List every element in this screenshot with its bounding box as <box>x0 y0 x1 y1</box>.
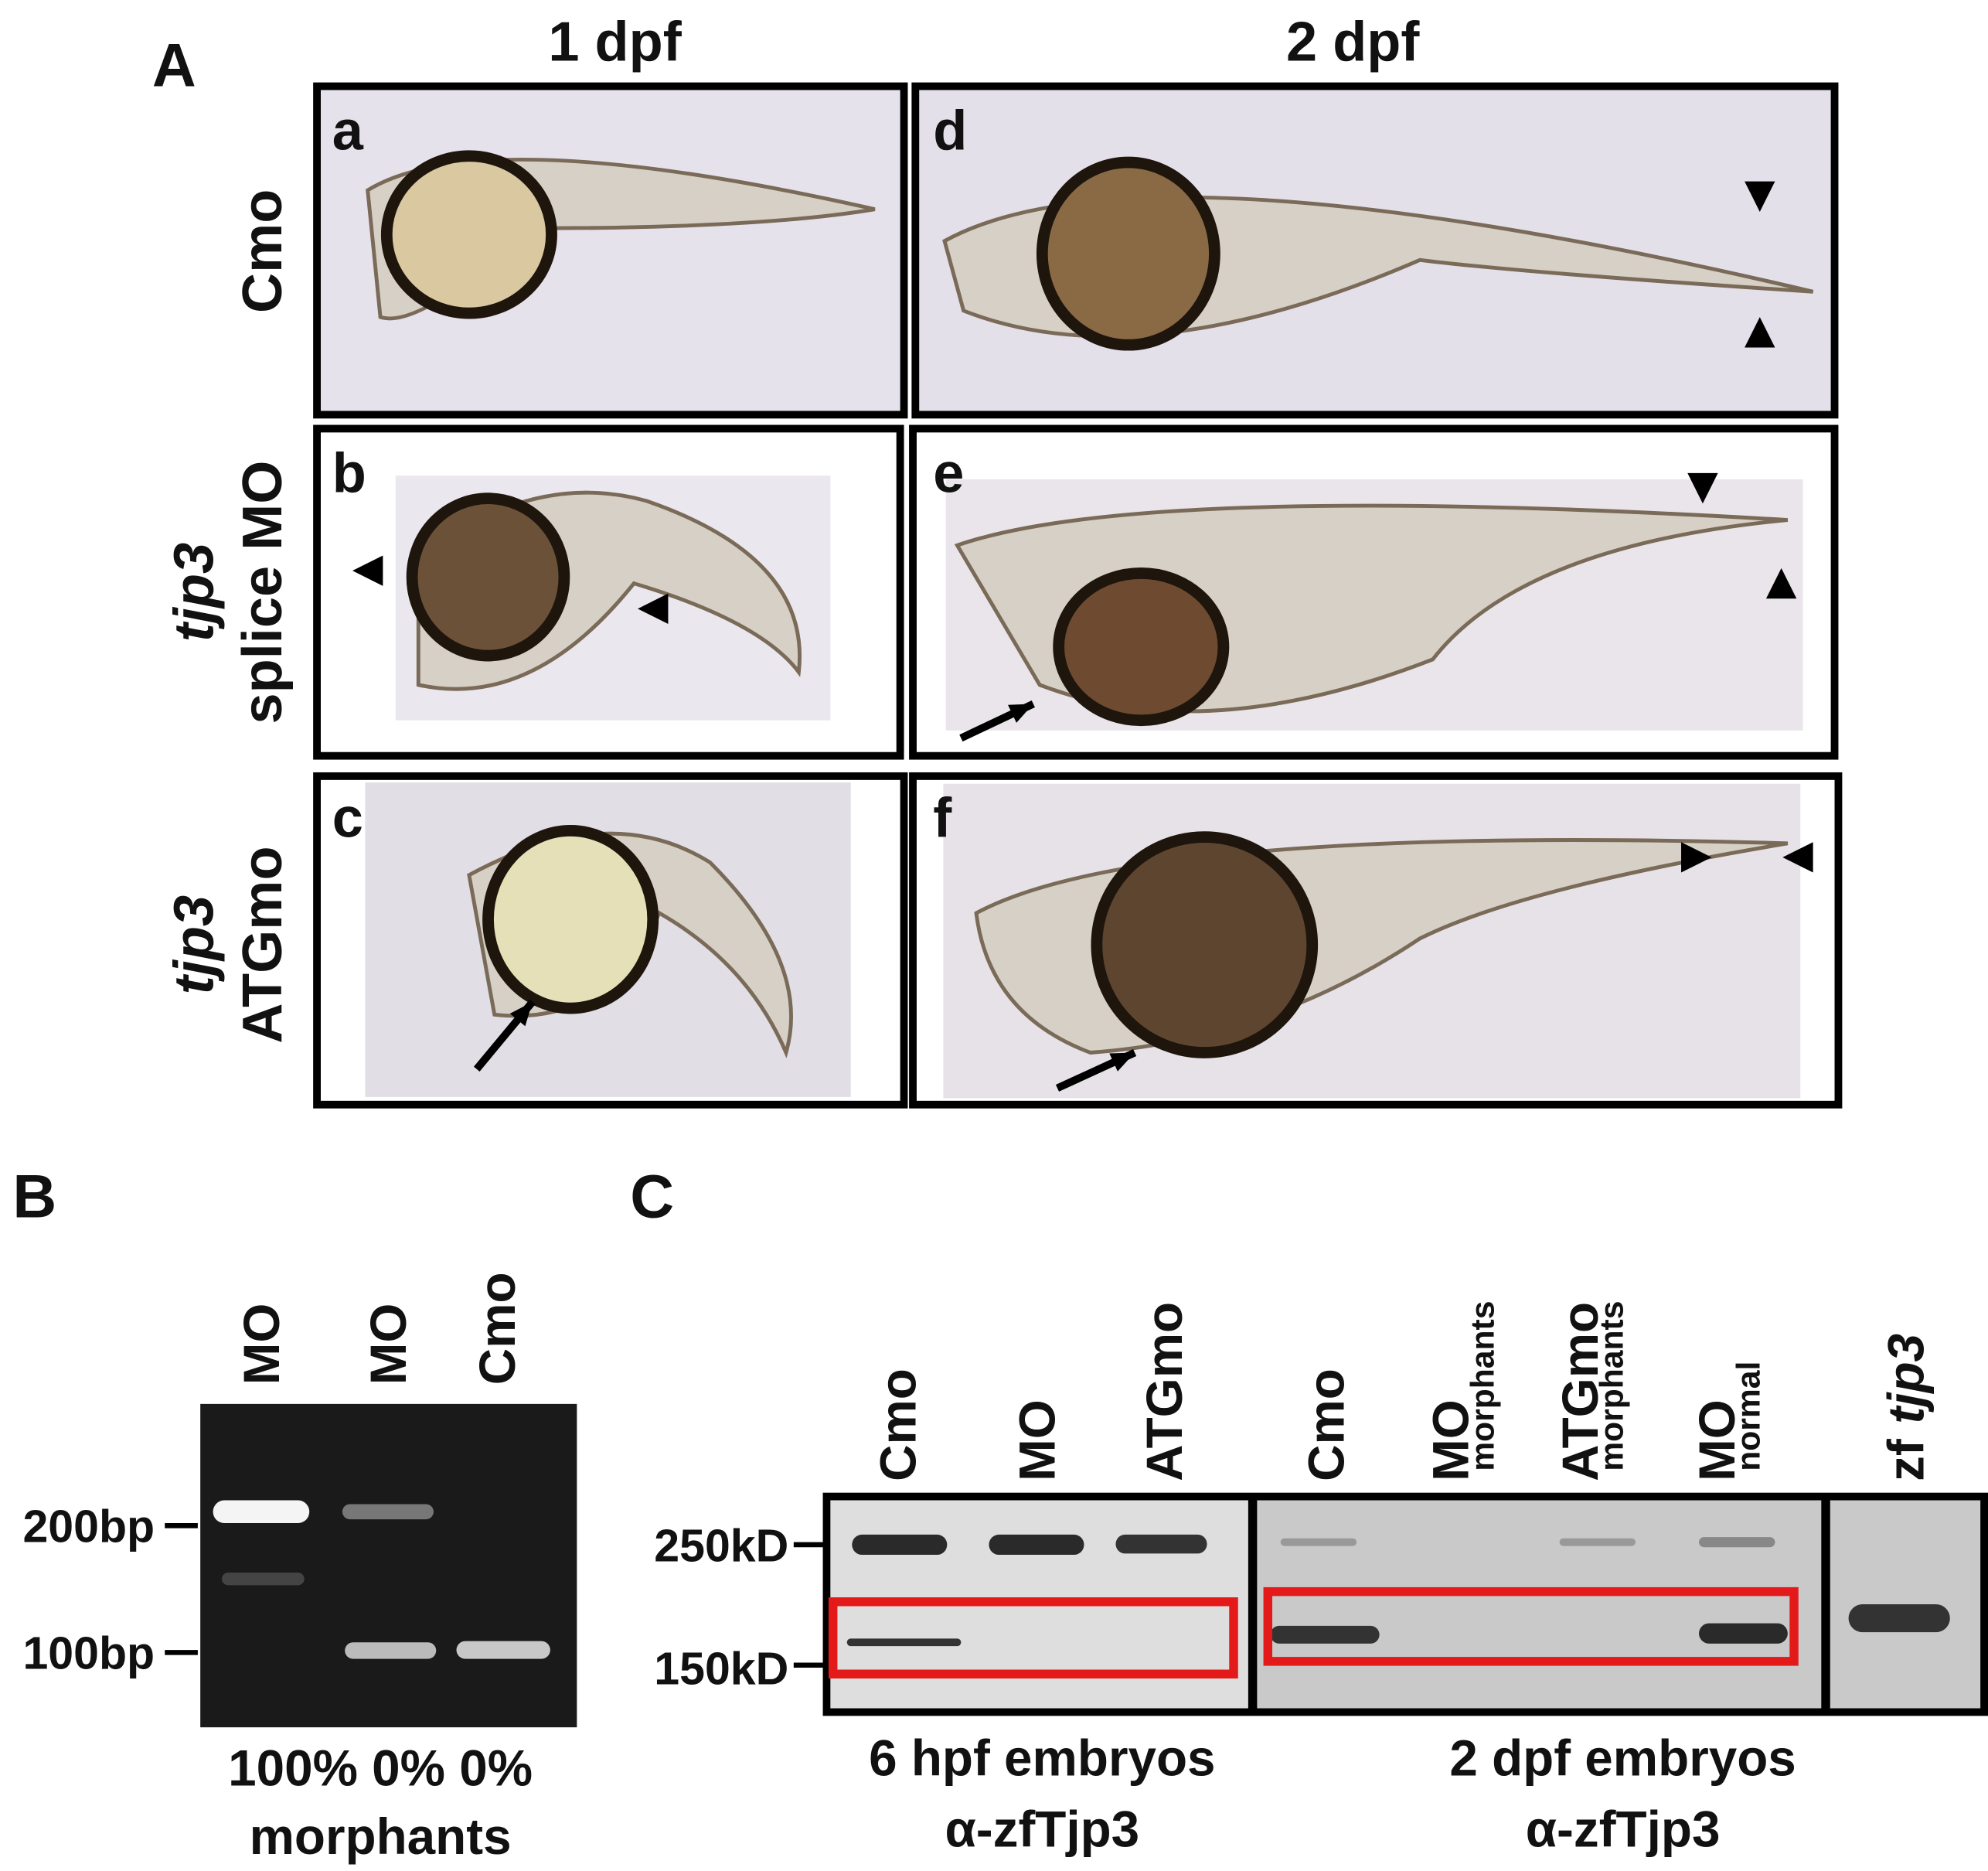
embryo-yolk <box>482 825 659 1014</box>
arrowhead <box>1008 704 1033 723</box>
lane-label: MO <box>1689 1399 1745 1481</box>
lane-label: MO <box>1009 1399 1066 1481</box>
panel-label: A <box>152 32 196 100</box>
band <box>345 1642 437 1659</box>
band <box>1699 1537 1775 1548</box>
row-label: tjp3 <box>164 895 226 994</box>
band <box>213 1500 310 1524</box>
embryo-yolk <box>1053 567 1230 727</box>
lane-label: Cmo <box>469 1272 526 1385</box>
arrowhead <box>1109 1052 1135 1072</box>
marker-label: 150kD <box>654 1643 788 1694</box>
subpanel-label: d <box>933 101 967 162</box>
arrowhead <box>1745 317 1775 348</box>
gene-name: tjp3 <box>164 543 226 642</box>
layout <box>165 82 1988 1728</box>
arrowhead <box>1765 567 1797 599</box>
row-label: tjp3 <box>164 543 226 642</box>
band <box>1115 1534 1207 1554</box>
lane-name: MO <box>1689 1399 1745 1481</box>
band <box>342 1504 434 1520</box>
subpanel-label: f <box>933 788 952 850</box>
lane-name: ATGmo <box>1552 1302 1608 1481</box>
band <box>852 1534 948 1556</box>
lane-sublabel: morphants <box>1594 1301 1631 1471</box>
lane-name: Cmo <box>870 1368 926 1481</box>
footer: morphants <box>250 1808 512 1865</box>
band <box>846 1638 962 1647</box>
subpanel-label: a <box>332 101 364 162</box>
embryo-yolk <box>1036 156 1220 351</box>
row-label: ATGmo <box>232 846 294 1043</box>
arrowhead <box>1687 472 1718 504</box>
gel <box>200 1403 577 1728</box>
lane-prefix: zf <box>1877 1439 1934 1481</box>
embryo-yolk <box>380 150 557 319</box>
arrowhead <box>352 555 383 586</box>
lane-label: MO <box>360 1304 417 1385</box>
subpanel-label: b <box>332 442 366 504</box>
lane-label: Cmo <box>1299 1368 1355 1481</box>
lane-label: MO <box>1422 1399 1479 1481</box>
highlight-box <box>828 1597 1238 1678</box>
highlight-box <box>1263 1586 1799 1666</box>
column-header: 2 dpf <box>1286 12 1420 73</box>
lane-name: ATGmo <box>1136 1302 1193 1481</box>
lane-name: MO <box>1422 1399 1479 1481</box>
marker-label: 250kD <box>654 1520 788 1571</box>
arrowhead <box>509 1001 533 1027</box>
lane-sublabel: normal <box>1731 1362 1768 1471</box>
arrowhead <box>638 593 669 625</box>
caption: 2 dpf embryos <box>1449 1730 1796 1786</box>
lane-name: Cmo <box>1299 1368 1355 1481</box>
band <box>989 1534 1084 1556</box>
column-header: 1 dpf <box>548 12 682 73</box>
gene-name: tjp3 <box>1877 1334 1934 1424</box>
embryo-yolk <box>1091 831 1319 1058</box>
band <box>1699 1623 1788 1644</box>
embryo-yolk <box>406 492 570 662</box>
row-label: splice MO <box>232 461 294 724</box>
arrowhead <box>1782 842 1813 873</box>
lane-label: ATGmo <box>1136 1302 1193 1481</box>
band <box>222 1573 305 1586</box>
band <box>1559 1538 1636 1546</box>
panel-label: B <box>12 1163 56 1231</box>
band <box>1270 1625 1380 1644</box>
arrowhead <box>1745 181 1775 212</box>
lane-label: zf tjp3 <box>1877 1334 1934 1481</box>
subpanel-label: c <box>332 788 363 850</box>
band <box>1280 1538 1357 1546</box>
lane-label: MO <box>233 1304 290 1385</box>
lane-label: Cmo <box>870 1368 926 1481</box>
band <box>1848 1604 1950 1633</box>
caption: α-zfTjp3 <box>945 1801 1139 1857</box>
lane-name: MO <box>1009 1399 1066 1481</box>
marker-label: 200bp <box>22 1501 155 1552</box>
lane-sublabel: morphants <box>1464 1301 1501 1471</box>
percentages: 100% 0% 0% <box>228 1740 533 1797</box>
caption: α-zfTjp3 <box>1526 1801 1721 1857</box>
panel-label: C <box>630 1163 674 1231</box>
caption: 6 hpf embryos <box>869 1730 1215 1786</box>
arrowhead <box>1681 842 1712 873</box>
gene-name: tjp3 <box>164 895 226 994</box>
row-label: Cmo <box>232 189 294 313</box>
subpanel-label: e <box>933 442 964 504</box>
lane-label: ATGmo <box>1552 1302 1608 1481</box>
marker-label: 100bp <box>22 1628 155 1679</box>
band <box>456 1641 550 1659</box>
